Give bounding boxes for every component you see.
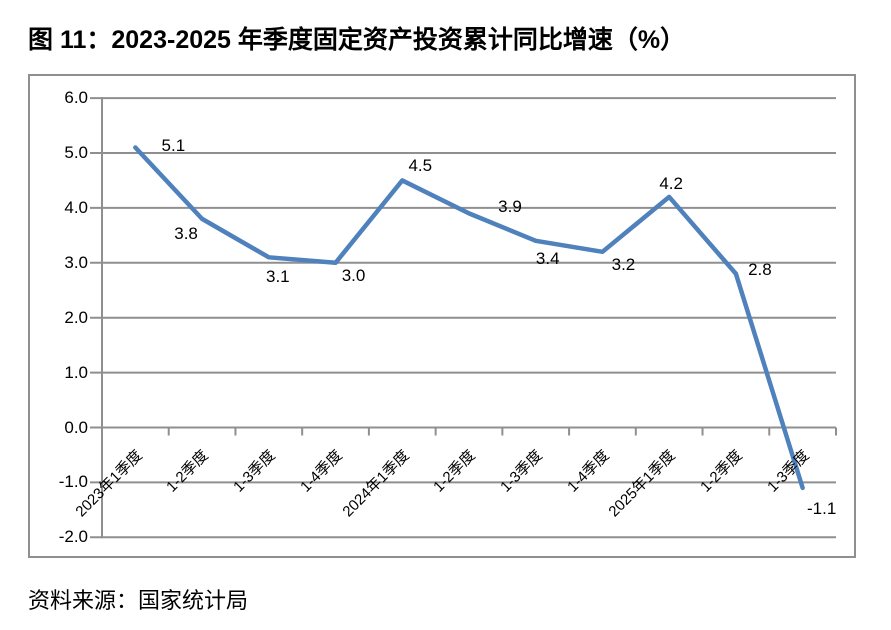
series-line [133,145,805,491]
y-axis-tick-label: 3.0 [64,252,88,272]
y-axis-tick-label: 2.0 [64,307,88,327]
y-axis-tick-label: 6.0 [64,88,88,108]
y-axis-tick-label: 4.0 [64,197,88,217]
source-note: 资料来源：国家统计局 [28,588,249,613]
y-axis-tick-label: -1.0 [58,472,88,492]
y-axis-tick-label: 5.0 [64,143,88,162]
data-point-label: 5.1 [161,135,186,155]
data-point-label: 3.2 [611,254,636,274]
y-axis-tick-label: -2.0 [58,527,88,547]
y-axis-tick-label: 1.0 [64,362,88,382]
data-point-label: 3.4 [535,248,560,268]
y-axis-tick-label: 0.0 [64,417,88,437]
figure-title: 图 11：2023-2025 年季度固定资产投资累计同比增速（%） [28,26,686,54]
line-chart: 6.0 5.0 4.0 3.0 2.0 1.0 0.0 -1.0 -2.0 2023年1季度 1-2… [28,74,856,558]
data-point-label: 3.1 [265,267,290,287]
data-point-label: -1.1 [806,498,837,518]
data-point-label: 3.0 [341,265,366,285]
data-point-label: 3.8 [174,223,198,243]
data-point-label: 4.5 [408,156,433,176]
data-point-label: 2.8 [748,259,772,279]
data-point-label: 4.2 [659,173,683,193]
line-chart-svg [90,97,837,539]
data-point-label: 3.9 [498,197,522,217]
